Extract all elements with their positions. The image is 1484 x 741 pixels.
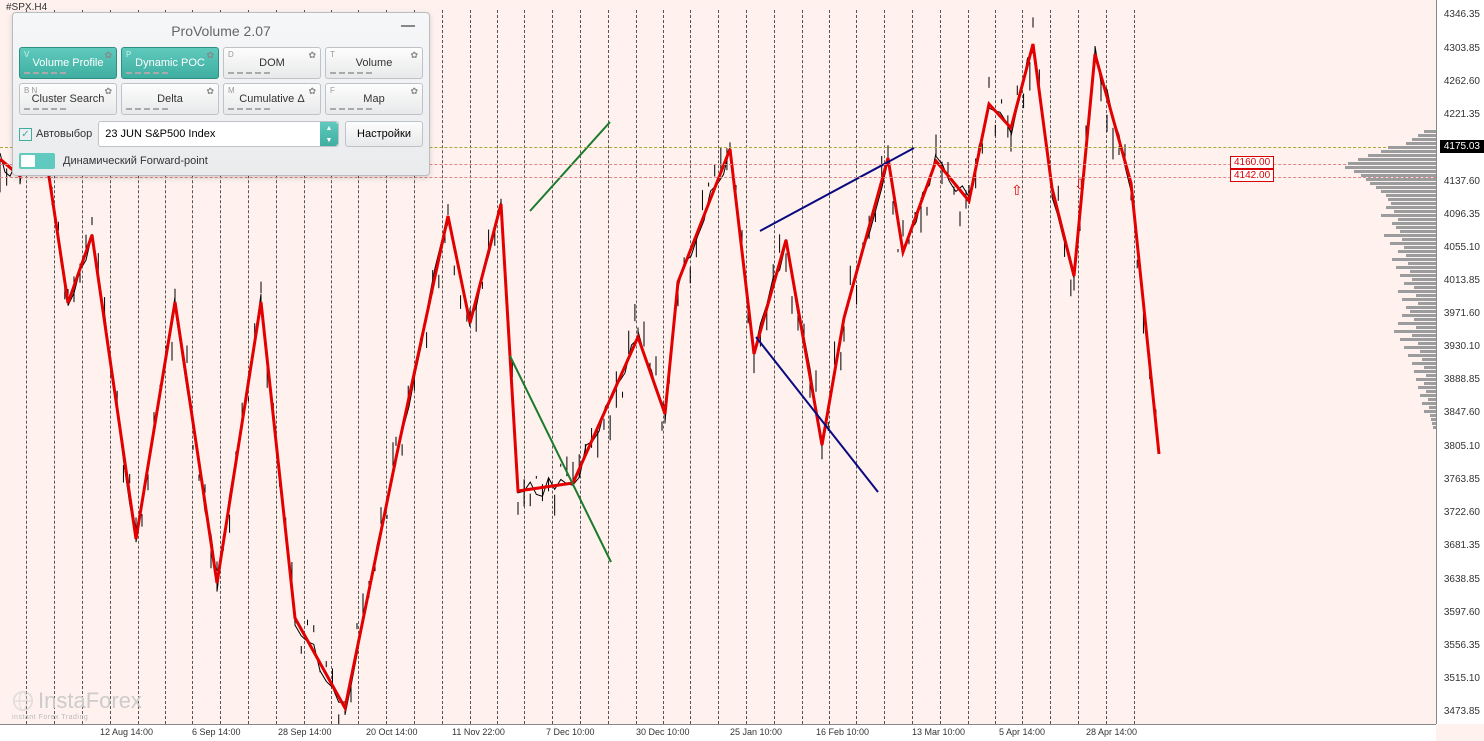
panel-btn-cumulative-δ[interactable]: MCumulative Δ✿ [223,83,321,115]
panel-btn-volume[interactable]: TVolume✿ [325,47,423,79]
instrument-select[interactable]: 23 JUN S&P500 Index ▲▼ [98,121,339,147]
arrow-down-marker: ⇩ [1074,176,1086,193]
logo-tagline: instant Forex Trading [12,714,142,721]
price-level-label-2: 4142.00 [1230,169,1274,182]
provolume-panel[interactable]: ProVolume 2.07 VVolume Profile✿PDynamic … [12,12,430,176]
y-axis: 4346.354303.854262.604221.354137.604096.… [1436,0,1484,724]
panel-btn-map[interactable]: FMap✿ [325,83,423,115]
current-price-flag: 4175.03 [1440,140,1484,153]
stepper-icon[interactable]: ▲▼ [320,122,338,146]
x-axis: 12 Aug 14:006 Sep 14:0028 Sep 14:0020 Oc… [0,724,1436,741]
auto-select-checkbox[interactable]: ✓ Автовыбор [19,128,92,141]
panel-btn-delta[interactable]: Delta✿ [121,83,219,115]
panel-btn-dom[interactable]: DDOM✿ [223,47,321,79]
arrow-up-marker: ⇧ [1011,182,1023,199]
panel-btn-dynamic-poc[interactable]: PDynamic POC✿ [121,47,219,79]
price-level-label-1: 4160.00 [1230,156,1274,169]
panel-title: ProVolume 2.07 [19,19,423,47]
forward-point-toggle[interactable] [19,153,55,169]
volume-profile [1341,0,1436,724]
panel-btn-cluster-search[interactable]: B NCluster Search✿ [19,83,117,115]
logo-text: InstaForex [38,688,142,714]
logo-globe-icon [12,690,34,712]
instaforex-logo: InstaForex instant Forex Trading [12,688,142,721]
checkmark-icon: ✓ [19,128,32,141]
panel-btn-volume-profile[interactable]: VVolume Profile✿ [19,47,117,79]
settings-button[interactable]: Настройки [345,121,423,147]
instrument-value: 23 JUN S&P500 Index [105,128,215,140]
minimize-icon[interactable] [401,25,415,27]
panel-title-text: ProVolume 2.07 [171,23,271,39]
price-level-line-2 [0,177,1436,178]
forward-point-label: Динамический Forward-point [63,155,208,167]
auto-select-label: Автовыбор [36,128,92,140]
